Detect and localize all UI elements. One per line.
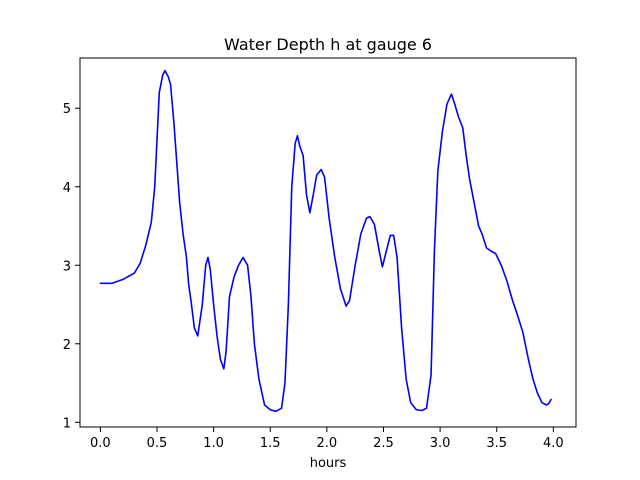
y-tick-label: 1 [63,416,71,431]
x-tick-label: 4.0 [543,436,564,451]
plot-area [79,57,577,428]
y-axis: 1 2 3 4 5 [63,102,80,431]
series-line [99,69,552,413]
chart-title: Water Depth h at gauge 6 [224,35,432,54]
series-layer [99,69,552,413]
x-tick-label: 1.5 [260,436,281,451]
x-tick-label: 3.0 [430,436,451,451]
y-tick-label: 4 [63,181,71,196]
x-tick-label: 2.0 [317,436,338,451]
x-axis: 0.0 0.5 1.0 1.5 2.0 2.5 3.0 3.5 4.0 [90,427,564,451]
x-tick-label: 1.0 [203,436,224,451]
y-tick-label: 5 [63,102,71,117]
x-tick-label: 0.5 [147,436,168,451]
y-tick-label: 2 [63,338,71,353]
x-axis-label: hours [310,456,347,471]
x-tick-label: 0.0 [90,436,111,451]
x-tick-label: 2.5 [373,436,394,451]
y-tick-label: 3 [63,259,71,274]
x-tick-label: 3.5 [486,436,507,451]
